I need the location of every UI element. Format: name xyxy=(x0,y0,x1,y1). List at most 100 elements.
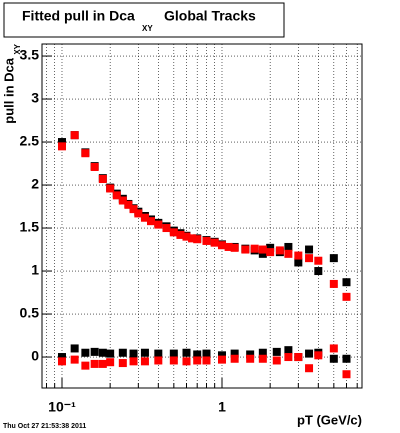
point xyxy=(294,258,303,267)
point xyxy=(284,346,293,355)
y-tick-label: 2 xyxy=(31,176,39,192)
point xyxy=(230,243,239,252)
point xyxy=(294,353,303,362)
x-tick-label: 10⁻¹ xyxy=(48,399,76,415)
point xyxy=(81,348,90,357)
point xyxy=(224,242,233,251)
point xyxy=(284,242,293,251)
point xyxy=(217,351,226,360)
chart-title: Fitted pull in Dca xyxy=(22,8,135,24)
point xyxy=(305,245,314,254)
point xyxy=(342,370,351,379)
point xyxy=(90,347,99,356)
point xyxy=(118,196,127,205)
point xyxy=(250,244,259,253)
point xyxy=(90,162,99,171)
point xyxy=(182,357,191,366)
point xyxy=(57,142,66,151)
point xyxy=(294,251,303,260)
point xyxy=(90,359,99,368)
y-tick-label: 0.5 xyxy=(20,305,40,321)
point xyxy=(305,364,314,373)
point xyxy=(314,351,323,360)
point xyxy=(154,349,163,358)
point xyxy=(176,230,185,239)
point xyxy=(258,354,267,363)
y-tick-label: 1 xyxy=(31,262,39,278)
y-tick-label: 2.5 xyxy=(20,133,40,149)
point xyxy=(146,217,155,226)
point xyxy=(188,234,197,243)
title-box xyxy=(3,2,285,38)
point xyxy=(140,213,149,222)
point xyxy=(230,354,239,363)
point xyxy=(202,349,211,358)
point xyxy=(342,278,351,287)
point xyxy=(266,243,275,252)
point xyxy=(70,344,79,353)
point xyxy=(81,149,90,158)
point xyxy=(342,354,351,363)
point xyxy=(134,209,143,218)
point xyxy=(129,349,138,358)
point xyxy=(329,279,338,288)
point xyxy=(246,354,255,363)
y-tick-label: 3.5 xyxy=(20,47,40,63)
point xyxy=(57,353,66,362)
point xyxy=(162,224,171,233)
point xyxy=(314,256,323,265)
point xyxy=(193,350,202,359)
point xyxy=(124,200,133,209)
point xyxy=(210,238,219,247)
chart-title-suffix: Global Tracks xyxy=(164,8,256,24)
point xyxy=(305,254,314,263)
point xyxy=(193,356,202,365)
point xyxy=(202,236,211,245)
point xyxy=(140,357,149,366)
point xyxy=(272,347,281,356)
point xyxy=(329,354,338,363)
y-tick-label: 0 xyxy=(31,348,39,364)
point xyxy=(169,349,178,358)
point xyxy=(342,292,351,301)
point xyxy=(112,191,121,200)
point xyxy=(182,348,191,357)
point xyxy=(329,254,338,263)
point xyxy=(314,267,323,276)
point xyxy=(140,348,149,357)
x-tick-label: 1 xyxy=(218,399,226,415)
point xyxy=(129,205,138,214)
point xyxy=(217,355,226,364)
point xyxy=(202,356,211,365)
point xyxy=(81,361,90,370)
point xyxy=(70,131,79,140)
point xyxy=(169,228,178,237)
point xyxy=(57,138,66,147)
chart-title-subscript: XY xyxy=(142,24,153,33)
point xyxy=(57,357,66,366)
plot-frame xyxy=(41,43,363,389)
point xyxy=(106,358,115,367)
point xyxy=(118,359,127,368)
point xyxy=(258,245,267,254)
point xyxy=(284,249,293,258)
point xyxy=(118,348,127,357)
point xyxy=(106,349,115,358)
point xyxy=(258,249,267,258)
y-axis-label-subscript: XY xyxy=(13,43,22,54)
y-axis-label: pull in Dca xyxy=(1,57,16,124)
timestamp: Thu Oct 27 21:53:38 2011 xyxy=(3,423,86,430)
point xyxy=(106,184,115,193)
y-tick-label: 3 xyxy=(31,90,39,106)
point xyxy=(305,349,314,358)
point xyxy=(258,348,267,357)
point xyxy=(230,349,239,358)
point xyxy=(217,241,226,250)
point xyxy=(329,344,338,353)
point xyxy=(193,235,202,244)
point xyxy=(98,348,107,357)
point xyxy=(182,232,191,241)
point xyxy=(154,220,163,229)
